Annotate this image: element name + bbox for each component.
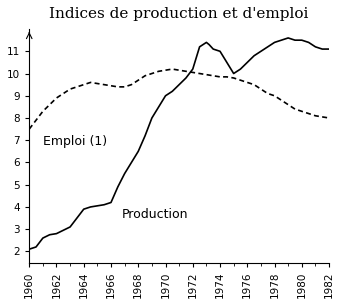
Text: Production: Production <box>122 208 188 221</box>
Title: Indices de production et d'emploi: Indices de production et d'emploi <box>49 7 309 21</box>
Text: Emploi (1): Emploi (1) <box>43 135 107 148</box>
